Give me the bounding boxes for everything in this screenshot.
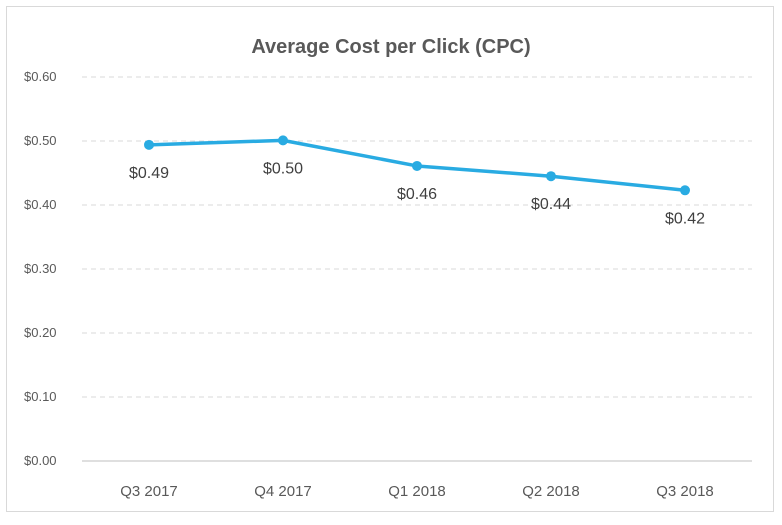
chart-title: Average Cost per Click (CPC) (251, 36, 530, 58)
y-tick-label: $0.60 (24, 69, 57, 84)
y-tick-label: $0.20 (24, 325, 57, 340)
y-tick-label: $0.50 (24, 133, 57, 148)
data-label: $0.46 (397, 186, 437, 203)
gridlines (82, 76, 752, 462)
y-tick-label: $0.10 (24, 389, 57, 404)
data-label: $0.50 (263, 160, 303, 177)
data-point (144, 139, 154, 150)
data-point (278, 135, 288, 146)
data-point (680, 185, 690, 196)
x-tick-label: Q3 2018 (656, 483, 714, 500)
x-tick-label: Q4 2017 (254, 483, 312, 500)
x-tick-label: Q1 2018 (388, 483, 446, 500)
y-tick-label: $0.40 (24, 197, 57, 212)
data-point (412, 160, 422, 171)
x-tick-label: Q3 2017 (120, 483, 178, 500)
data-point (546, 171, 556, 182)
x-tick-label: Q2 2018 (522, 483, 580, 500)
data-label: $0.49 (129, 165, 169, 182)
y-axis: $0.00 $0.10 $0.20 $0.30 $0.40 $0.50 $0.60 (24, 69, 57, 468)
data-label: $0.44 (531, 196, 571, 213)
series-cpc: $0.49 $0.50 $0.46 $0.44 $0.42 (129, 135, 705, 227)
data-label: $0.42 (665, 210, 705, 227)
y-tick-label: $0.00 (24, 453, 57, 468)
chart-frame (6, 6, 774, 512)
x-axis: Q3 2017 Q4 2017 Q1 2018 Q2 2018 Q3 2018 (120, 483, 714, 500)
y-tick-label: $0.30 (24, 261, 57, 276)
